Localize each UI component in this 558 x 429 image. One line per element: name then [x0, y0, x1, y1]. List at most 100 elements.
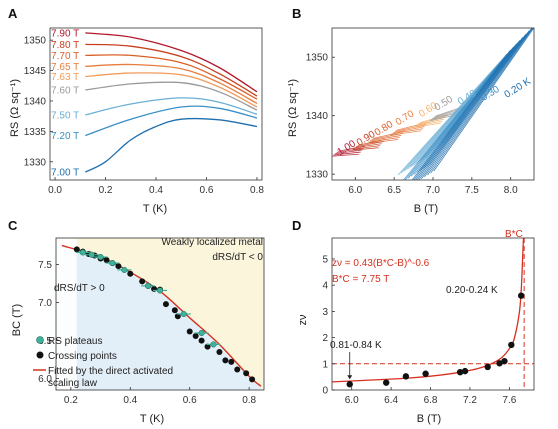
- panel-C-plateau-point: [145, 282, 152, 289]
- panel-B-trace: [403, 53, 508, 180]
- panel-B-trace: [424, 30, 530, 178]
- legend-label-plateaus: RS plateaus: [48, 336, 102, 347]
- panel-C-plateau-point: [121, 266, 128, 273]
- panel-C-crossing-point: [162, 301, 169, 308]
- panel-B-trace: [414, 43, 518, 180]
- panel-B-trace: [433, 28, 534, 172]
- panel-C-xtick-label: 0.6: [183, 395, 197, 406]
- panel-D-data-point: [508, 341, 515, 349]
- panel-B-trace: [415, 120, 443, 127]
- panel-B-xtick-label: 6.5: [387, 185, 401, 196]
- panel-A-xtick-label: 0.4: [149, 185, 163, 196]
- panel-C-plateau-point: [210, 341, 217, 348]
- panel-D-data-point: [456, 368, 464, 376]
- legend-label-fit: Fitted by the direct activated: [48, 366, 173, 377]
- panel-D-data-point: [517, 292, 525, 299]
- panel-A-series-label: 7.80 T: [51, 40, 79, 51]
- panel-D-ann-bc-top: B*C: [505, 229, 523, 240]
- panel-A-xtick-label: 0.2: [99, 185, 113, 196]
- panel-C-plateau-point: [79, 249, 86, 256]
- panel-C-crossing-point: [186, 328, 193, 335]
- panel-A-series-line: [85, 97, 258, 116]
- panel-A-label: A: [8, 6, 18, 21]
- panel-B-trace: [366, 139, 399, 144]
- panel-A-series-line: [85, 32, 258, 93]
- panel-B-trace: [413, 122, 441, 128]
- panel-B-xtick-label: 7.0: [426, 185, 440, 196]
- panel-B-trace: [416, 40, 521, 180]
- panel-D-ann-high: 0.20-0.24 K: [446, 285, 498, 296]
- panel-C-crossing-point: [222, 357, 229, 364]
- panel-A-ytick-label: 1350: [24, 36, 47, 47]
- panel-B-trace: [404, 50, 511, 180]
- panel-C-ytick-label: 6.0: [38, 374, 52, 385]
- panel-B-xtick-label: 8.0: [504, 185, 518, 196]
- panel-A-series-line: [85, 63, 258, 104]
- panel-B-trace: [354, 143, 382, 149]
- panel-D-ytick-label: 0: [322, 386, 328, 397]
- panel-C-crossing-point: [174, 313, 181, 320]
- panel-D-label: D: [292, 218, 301, 233]
- panel-A-series-label: 7.00 T: [51, 168, 79, 179]
- panel-C-crossing-point: [249, 376, 256, 383]
- panel-C-ann-neg: dRS/dT < 0: [212, 252, 263, 263]
- panel-D-ylabel: zν: [297, 314, 309, 326]
- panel-A-ytick-label: 1340: [24, 96, 47, 107]
- panel-D-fit-curve: [332, 238, 525, 383]
- panel-C-insulator-region: [56, 245, 261, 390]
- panel-D-data-point: [501, 357, 508, 365]
- panel-B-xlabel: B (T): [414, 203, 438, 215]
- panel-A-series-label: 7.63 T: [51, 72, 79, 83]
- panel-C-ann-pos: dRS/dT > 0: [54, 283, 105, 294]
- panel-B-ytick-label: 1340: [306, 111, 329, 122]
- panel-D-xtick-label: 6.8: [424, 395, 438, 406]
- panel-D-ytick-label: 2: [322, 333, 328, 344]
- panel-D-xtick-label: 7.6: [502, 395, 516, 406]
- panel-B-xtick-label: 7.5: [465, 185, 479, 196]
- panel-C-crossing-point: [216, 349, 223, 355]
- panel-B-trace: [390, 130, 422, 136]
- panel-A-series-label: 7.50 T: [51, 110, 79, 121]
- panel-B-plot-area: [332, 28, 534, 180]
- panel-C-strip: [56, 238, 77, 390]
- panel-A-ytick-label: 1330: [24, 157, 47, 168]
- panel-A-series-line: [85, 105, 258, 137]
- panel-D-plot-area: [332, 238, 534, 390]
- panel-C-ylabel: BC (T): [11, 304, 23, 336]
- panel-B-trace: [356, 141, 384, 148]
- panel-A-series-label: 7.65 T: [51, 62, 79, 73]
- panel-A-series-line: [85, 81, 258, 111]
- panel-C-ytick-label: 7.5: [38, 260, 52, 271]
- panel-C-crossing-point: [204, 343, 211, 350]
- panel-B-ytick-label: 1350: [306, 53, 329, 64]
- panel-B-trace: [413, 46, 515, 180]
- panel-C-chart: 0.2 0.4 0.6 0.8 6.0 6.5 7.0 7.5: [38, 237, 265, 406]
- panel-A-series-line: [85, 72, 258, 108]
- panel-C-plateau-point: [109, 260, 116, 267]
- legend-label-crossing: Crossing points: [48, 351, 117, 362]
- panel-C-crossing-point: [115, 263, 122, 270]
- panel-C-label: C: [8, 218, 18, 233]
- panel-D-ann-formula: zν = 0.43(B*C-B)^-0.6: [332, 258, 430, 269]
- panel-D-arrowhead: [347, 375, 353, 380]
- panel-B-trace: [368, 137, 400, 143]
- panel-B-series-label: 0.20 K: [503, 76, 534, 101]
- panel-B-ytick-label: 1330: [306, 170, 329, 181]
- panel-A-xlabel: T (K): [143, 203, 167, 215]
- panel-C-crossing-point: [234, 366, 241, 373]
- panel-D-ytick-label: 4: [322, 281, 328, 292]
- panel-A-xtick-label: 0.8: [250, 185, 264, 196]
- panel-A-series-label: 7.70 T: [51, 51, 79, 62]
- panel-B-trace: [430, 28, 534, 174]
- panel-B-chart: 1.000.900.800.70 0.600.50 0.40 0.30 0.20 K6.…: [306, 27, 535, 196]
- panel-C-ann-metal: Weakly localized metal: [161, 237, 263, 248]
- panel-A-series-label: 7.90 T: [51, 28, 79, 39]
- panel-B-trace: [351, 147, 379, 151]
- panel-D-ytick-label: 1: [322, 359, 328, 370]
- panel-D-chart: 6.0 6.4 6.8 7.2 7.6 0 1 2 3 4 5: [322, 237, 535, 406]
- panel-C-xlabel: T (K): [140, 413, 164, 425]
- panel-C-xtick-label: 0.2: [64, 395, 78, 406]
- panel-D-xtick-label: 6.4: [384, 395, 398, 406]
- panel-D-frame: [331, 237, 535, 391]
